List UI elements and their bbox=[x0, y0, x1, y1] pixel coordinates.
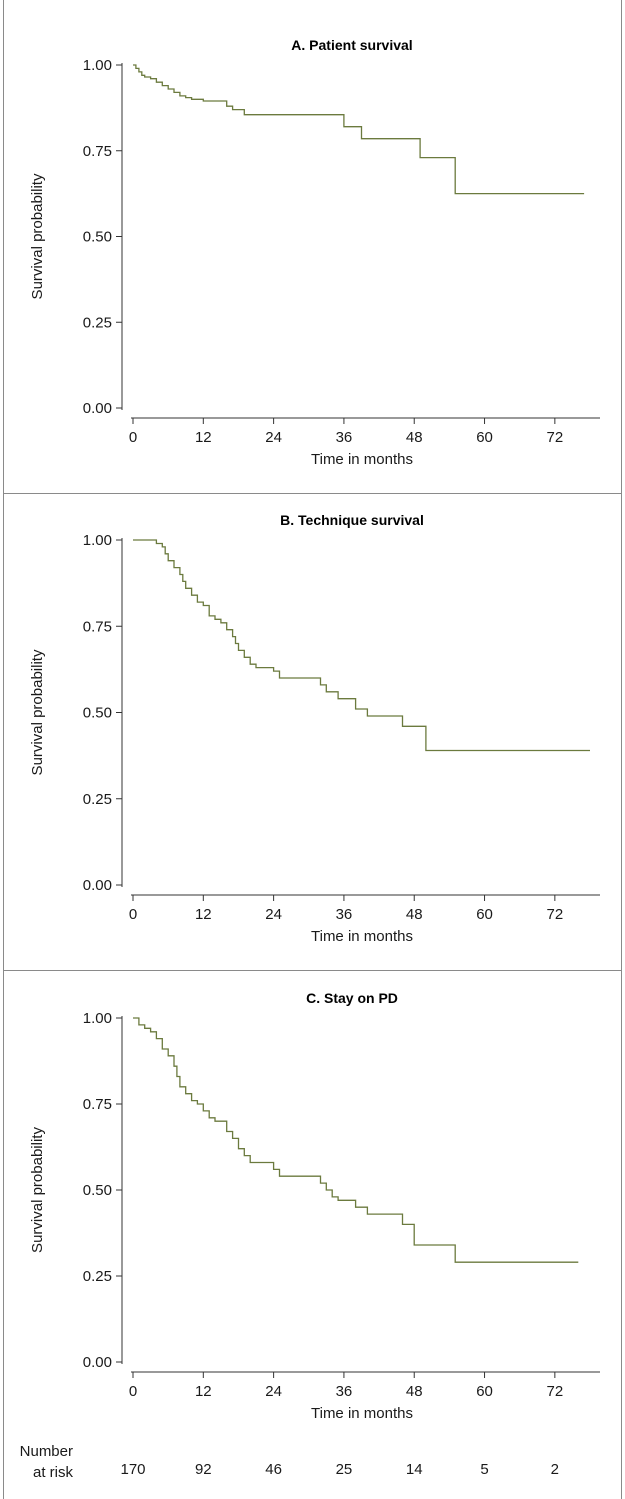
risk-count: 2 bbox=[551, 1461, 559, 1478]
survival-curve bbox=[133, 64, 585, 195]
panel-c: C. Stay on PD 0.00 0.25 0.50 0.75 1.00 0 12 24 36… bbox=[29, 990, 600, 1422]
risk-count: 46 bbox=[265, 1461, 282, 1478]
x-tick-label: 24 bbox=[265, 429, 282, 446]
x-tick-label: 60 bbox=[476, 429, 493, 446]
panel-title: C. Stay on PD bbox=[306, 990, 398, 1006]
panel-a: A. Patient survival 0.00 0.25 0.50 0.75 1.00 0… bbox=[29, 37, 600, 468]
y-tick-label: 0.75 bbox=[83, 618, 112, 635]
survival-curve bbox=[133, 1017, 579, 1263]
y-tick-label: 0.25 bbox=[83, 791, 112, 808]
panel-title: A. Patient survival bbox=[291, 37, 412, 53]
y-tick-label: 0.25 bbox=[83, 314, 112, 331]
risk-count: 5 bbox=[480, 1461, 488, 1478]
y-tick-label: 0.00 bbox=[83, 877, 112, 894]
x-tick-label: 0 bbox=[129, 429, 137, 446]
x-tick-label: 12 bbox=[195, 906, 212, 923]
panel-title: B. Technique survival bbox=[280, 512, 424, 528]
x-tick-label: 60 bbox=[476, 1383, 493, 1400]
x-tick-label: 72 bbox=[547, 906, 564, 923]
x-tick-label: 60 bbox=[476, 906, 493, 923]
risk-count: 14 bbox=[406, 1461, 423, 1478]
y-tick-label: 0.25 bbox=[83, 1268, 112, 1285]
y-tick-label: 1.00 bbox=[83, 532, 112, 549]
x-tick-label: 36 bbox=[336, 906, 353, 923]
risk-count: 170 bbox=[120, 1461, 145, 1478]
y-tick-label: 1.00 bbox=[83, 57, 112, 74]
x-tick-label: 12 bbox=[195, 1383, 212, 1400]
x-axis-title: Time in months bbox=[311, 1405, 413, 1422]
x-tick-label: 48 bbox=[406, 1383, 423, 1400]
x-tick-label: 0 bbox=[129, 906, 137, 923]
risk-count: 25 bbox=[336, 1461, 353, 1478]
y-tick-label: 0.75 bbox=[83, 143, 112, 160]
y-tick-label: 1.00 bbox=[83, 1010, 112, 1027]
x-tick-label: 0 bbox=[129, 1383, 137, 1400]
y-tick-label: 0.50 bbox=[83, 1182, 112, 1199]
y-axis-title: Survival probability bbox=[29, 173, 46, 299]
risk-count: 92 bbox=[195, 1461, 212, 1478]
x-tick-label: 24 bbox=[265, 906, 282, 923]
x-tick-label: 36 bbox=[336, 1383, 353, 1400]
x-tick-label: 48 bbox=[406, 906, 423, 923]
x-tick-label: 72 bbox=[547, 1383, 564, 1400]
y-tick-label: 0.75 bbox=[83, 1096, 112, 1113]
risk-table-label-line2: at risk bbox=[33, 1464, 74, 1481]
x-axis-title: Time in months bbox=[311, 928, 413, 945]
survival-curve bbox=[133, 539, 590, 752]
x-tick-label: 12 bbox=[195, 429, 212, 446]
x-tick-label: 36 bbox=[336, 429, 353, 446]
x-tick-label: 48 bbox=[406, 429, 423, 446]
y-tick-label: 0.50 bbox=[83, 229, 112, 246]
x-tick-label: 24 bbox=[265, 1383, 282, 1400]
y-axis-title: Survival probability bbox=[29, 649, 46, 775]
risk-table-label-line1: Number bbox=[20, 1443, 73, 1460]
y-tick-label: 0.00 bbox=[83, 1354, 112, 1371]
y-axis-title: Survival probability bbox=[29, 1127, 46, 1253]
y-tick-label: 0.00 bbox=[83, 400, 112, 417]
panel-b: B. Technique survival 0.00 0.25 0.50 0.75 1.0… bbox=[29, 512, 600, 945]
x-axis-title: Time in months bbox=[311, 451, 413, 468]
y-tick-label: 0.50 bbox=[83, 705, 112, 722]
x-tick-label: 72 bbox=[547, 429, 564, 446]
